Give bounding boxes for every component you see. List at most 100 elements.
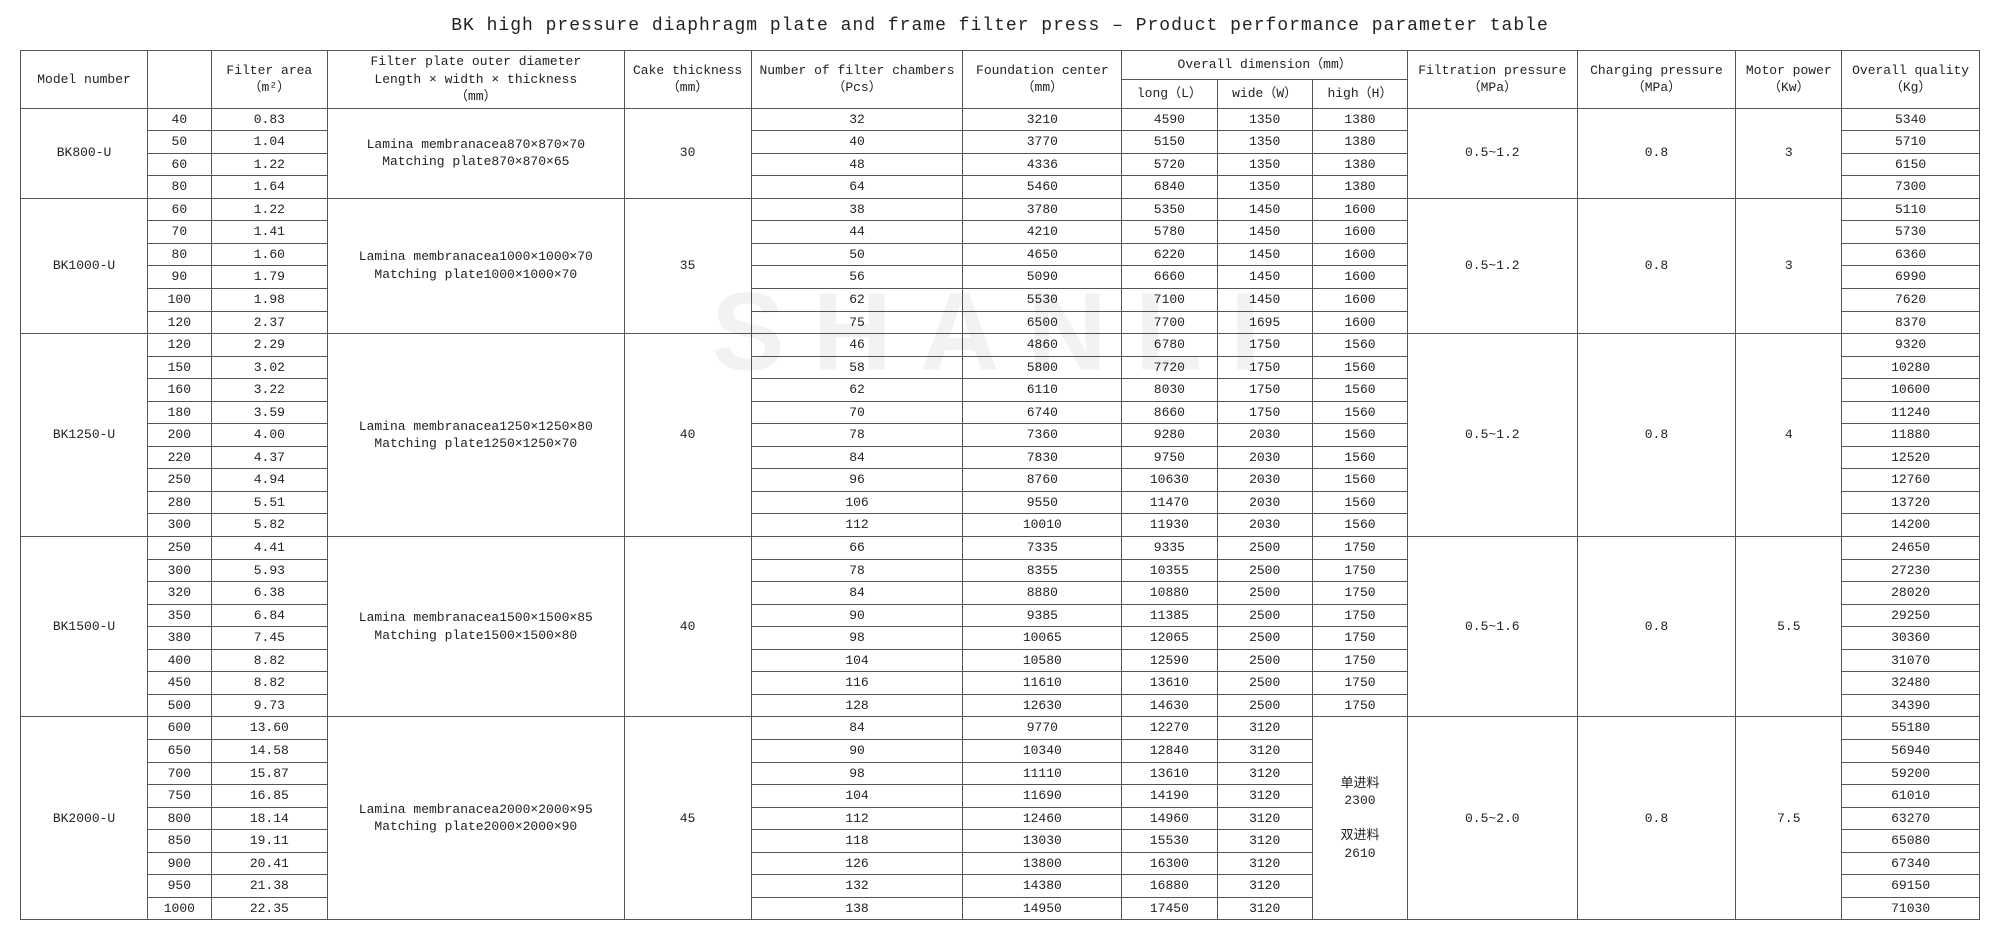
col-plate: Filter plate outer diameter Length × wid…: [328, 51, 625, 109]
cell-long: 5350: [1122, 198, 1217, 221]
cell-size: 750: [148, 785, 212, 808]
cell-high: 1560: [1312, 379, 1407, 402]
cell-wide: 3120: [1217, 897, 1312, 920]
cell-wide: 1750: [1217, 401, 1312, 424]
cell-foundation: 14950: [963, 897, 1122, 920]
cell-wide: 2500: [1217, 694, 1312, 717]
cell-foundation: 9770: [963, 717, 1122, 740]
cell-area: 5.93: [211, 559, 327, 582]
cell-high: 1560: [1312, 334, 1407, 357]
cell-weight: 65080: [1842, 830, 1980, 853]
cell-wide: 1350: [1217, 108, 1312, 131]
cell-model: BK800-U: [21, 108, 148, 198]
cell-long: 8660: [1122, 401, 1217, 424]
cell-high: 1750: [1312, 672, 1407, 695]
cell-cake: 35: [624, 198, 751, 333]
cell-motor: 3: [1736, 108, 1842, 198]
cell-size: 180: [148, 401, 212, 424]
cell-wide: 1350: [1217, 131, 1312, 154]
cell-foundation: 10010: [963, 514, 1122, 537]
cell-high: 1750: [1312, 537, 1407, 560]
col-cp: Charging pressure （MPa）: [1577, 51, 1736, 109]
cell-size: 80: [148, 243, 212, 266]
cell-size: 900: [148, 852, 212, 875]
cell-weight: 12520: [1842, 446, 1980, 469]
cell-size: 1000: [148, 897, 212, 920]
cell-chambers: 116: [751, 672, 963, 695]
cell-area: 4.94: [211, 469, 327, 492]
cell-wide: 2500: [1217, 627, 1312, 650]
cell-filt-pressure: 0.5~1.6: [1408, 537, 1577, 717]
cell-weight: 34390: [1842, 694, 1980, 717]
cell-size: 50: [148, 131, 212, 154]
col-h: high（H）: [1312, 79, 1407, 108]
cell-size: 70: [148, 221, 212, 244]
cell-area: 8.82: [211, 649, 327, 672]
cell-long: 10355: [1122, 559, 1217, 582]
cell-wide: 2500: [1217, 604, 1312, 627]
cell-foundation: 6740: [963, 401, 1122, 424]
col-found: Foundation center （mm）: [963, 51, 1122, 109]
cell-foundation: 10065: [963, 627, 1122, 650]
cell-filt-pressure: 0.5~1.2: [1408, 334, 1577, 537]
cell-long: 13610: [1122, 672, 1217, 695]
cell-wide: 1350: [1217, 176, 1312, 199]
cell-size: 300: [148, 559, 212, 582]
cell-long: 11470: [1122, 491, 1217, 514]
cell-chambers: 104: [751, 785, 963, 808]
cell-size: 90: [148, 266, 212, 289]
cell-high: 1600: [1312, 221, 1407, 244]
col-size: [148, 51, 212, 109]
cell-foundation: 4860: [963, 334, 1122, 357]
cell-wide: 1450: [1217, 266, 1312, 289]
cell-foundation: 5460: [963, 176, 1122, 199]
cell-weight: 6360: [1842, 243, 1980, 266]
cell-long: 6660: [1122, 266, 1217, 289]
cell-chambers: 78: [751, 424, 963, 447]
col-w: wide（W）: [1217, 79, 1312, 108]
cell-chambers: 84: [751, 582, 963, 605]
cell-high: 1600: [1312, 243, 1407, 266]
cell-chambers: 32: [751, 108, 963, 131]
cell-weight: 13720: [1842, 491, 1980, 514]
page-title: BK high pressure diaphragm plate and fra…: [20, 16, 1980, 36]
cell-weight: 11880: [1842, 424, 1980, 447]
cell-high: 1750: [1312, 694, 1407, 717]
cell-weight: 9320: [1842, 334, 1980, 357]
cell-long: 16880: [1122, 875, 1217, 898]
cell-chambers: 62: [751, 289, 963, 312]
cell-chambers: 56: [751, 266, 963, 289]
cell-area: 0.83: [211, 108, 327, 131]
col-overall: Overall dimension（mm）: [1122, 51, 1408, 80]
cell-filt-pressure: 0.5~1.2: [1408, 198, 1577, 333]
cell-size: 950: [148, 875, 212, 898]
cell-plate: Lamina membranacea1000×1000×70 Matching …: [328, 198, 625, 333]
cell-weight: 24650: [1842, 537, 1980, 560]
cell-wide: 2030: [1217, 446, 1312, 469]
cell-wide: 1750: [1217, 334, 1312, 357]
cell-cake: 30: [624, 108, 751, 198]
cell-chambers: 106: [751, 491, 963, 514]
cell-chambers: 48: [751, 153, 963, 176]
cell-foundation: 11690: [963, 785, 1122, 808]
cell-plate: Lamina membranacea1250×1250×80 Matching …: [328, 334, 625, 537]
cell-chambers: 50: [751, 243, 963, 266]
cell-size: 350: [148, 604, 212, 627]
cell-long: 11385: [1122, 604, 1217, 627]
cell-long: 9750: [1122, 446, 1217, 469]
cell-foundation: 11110: [963, 762, 1122, 785]
cell-motor: 7.5: [1736, 717, 1842, 920]
cell-high: 1380: [1312, 131, 1407, 154]
cell-weight: 7620: [1842, 289, 1980, 312]
cell-area: 19.11: [211, 830, 327, 853]
cell-area: 8.82: [211, 672, 327, 695]
cell-chambers: 98: [751, 762, 963, 785]
cell-foundation: 9550: [963, 491, 1122, 514]
cell-long: 12840: [1122, 739, 1217, 762]
cell-weight: 31070: [1842, 649, 1980, 672]
cell-foundation: 9385: [963, 604, 1122, 627]
cell-weight: 6150: [1842, 153, 1980, 176]
cell-size: 60: [148, 198, 212, 221]
cell-size: 200: [148, 424, 212, 447]
cell-chambers: 66: [751, 537, 963, 560]
